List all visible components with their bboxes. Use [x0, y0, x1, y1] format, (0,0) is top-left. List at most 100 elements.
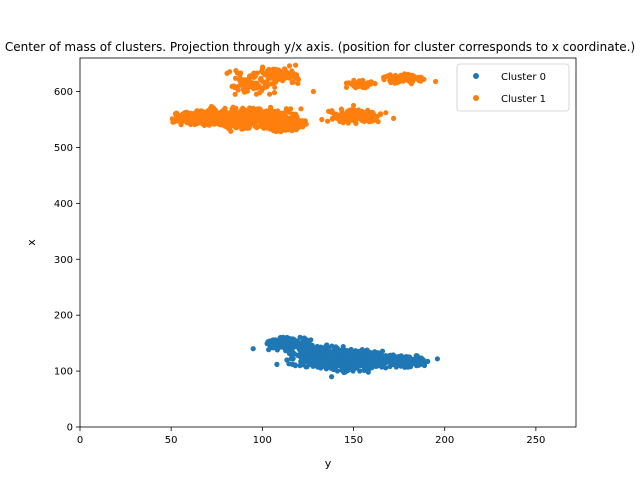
data-point: [310, 88, 316, 95]
data-point: [245, 82, 251, 89]
data-point: [315, 359, 322, 365]
data-point: [357, 361, 363, 367]
data-point: [288, 350, 294, 356]
data-point: [413, 353, 419, 359]
data-point: [356, 78, 362, 84]
data-point: [274, 361, 280, 367]
data-point: [282, 120, 289, 126]
data-point: [188, 110, 194, 116]
data-point: [410, 78, 416, 84]
data-point: [289, 343, 295, 349]
data-point: [287, 126, 293, 132]
data-point: [414, 360, 420, 366]
data-point: [359, 118, 365, 124]
data-point: [329, 108, 335, 114]
data-point: [298, 106, 304, 112]
data-point: [379, 348, 386, 354]
data-point: [245, 108, 251, 114]
data-point: [285, 341, 291, 347]
data-point: [285, 116, 291, 122]
data-point: [232, 107, 238, 113]
data-point: [383, 74, 389, 80]
data-point: [267, 91, 273, 97]
data-point: [375, 359, 381, 365]
y-tick-label: 100: [54, 367, 73, 378]
data-point: [308, 342, 314, 349]
data-point: [365, 359, 371, 365]
x-tick-label: 150: [344, 435, 363, 446]
data-point: [219, 121, 225, 127]
data-point: [238, 81, 244, 87]
data-point: [278, 334, 284, 341]
data-point: [307, 360, 314, 366]
data-point: [283, 69, 289, 75]
data-point: [296, 124, 302, 130]
legend-label-cluster-1: Cluster 1: [501, 94, 546, 105]
data-point: [287, 75, 293, 81]
data-point: [227, 120, 233, 126]
data-point: [405, 361, 412, 367]
data-point: [312, 346, 318, 352]
data-point: [387, 77, 393, 83]
data-point: [327, 362, 333, 368]
data-point: [356, 356, 362, 362]
data-point: [253, 91, 259, 97]
data-point: [232, 84, 238, 90]
data-point: [370, 115, 376, 121]
data-point: [368, 79, 374, 85]
data-point: [250, 106, 256, 112]
y-axis-label: x: [25, 239, 38, 246]
data-point: [343, 84, 350, 90]
data-point: [278, 113, 284, 119]
data-point: [268, 81, 274, 87]
data-point: [232, 75, 239, 81]
data-point: [289, 79, 295, 86]
x-tick-label: 250: [526, 435, 545, 446]
data-point: [245, 112, 251, 118]
data-point: [360, 80, 366, 86]
data-point: [369, 110, 376, 116]
data-point: [434, 356, 440, 362]
chart-title: Center of mass of clusters. Projection t…: [5, 40, 635, 54]
data-point: [352, 118, 358, 124]
data-point: [248, 79, 254, 85]
data-point: [239, 120, 245, 126]
data-point: [425, 358, 431, 364]
legend-box: [456, 63, 570, 112]
legend-label-cluster-0: Cluster 0: [501, 72, 546, 83]
ticks-layer: 0 50 100 150 200 250 0 100 200 300 400 500 600: [54, 87, 546, 446]
data-point: [322, 352, 328, 358]
data-point: [325, 118, 331, 124]
legend-marker-cluster-0: [473, 73, 479, 79]
data-point: [371, 355, 377, 361]
data-point: [300, 362, 306, 368]
data-point: [361, 366, 367, 372]
data-point: [172, 111, 178, 117]
data-point: [375, 119, 381, 125]
data-point: [240, 87, 246, 93]
data-point: [319, 116, 325, 123]
data-point: [271, 90, 278, 96]
data-point: [301, 351, 307, 357]
data-point: [201, 115, 207, 121]
y-tick-label: 400: [54, 199, 73, 210]
data-point: [273, 120, 279, 126]
data-point: [333, 360, 339, 366]
data-point: [272, 84, 278, 90]
data-point: [352, 107, 358, 114]
data-point: [329, 374, 335, 380]
data-point: [191, 115, 197, 121]
data-point: [270, 345, 276, 351]
legend: Cluster 0 Cluster 1: [456, 63, 570, 112]
data-point: [293, 62, 299, 68]
data-point: [253, 116, 259, 122]
data-point: [268, 104, 274, 110]
data-point: [262, 71, 268, 78]
y-tick-label: 200: [54, 311, 73, 322]
data-point: [357, 83, 364, 89]
data-point: [330, 352, 336, 358]
data-point: [205, 118, 211, 124]
data-point: [370, 360, 377, 366]
data-point: [271, 110, 277, 116]
data-point: [332, 114, 338, 120]
